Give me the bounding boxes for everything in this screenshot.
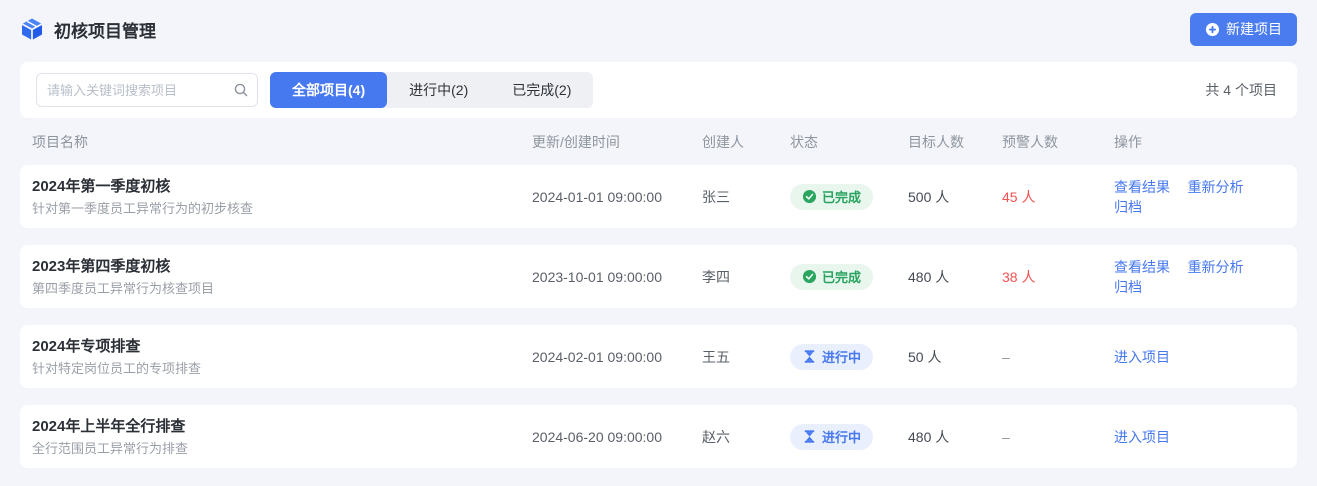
- status-cell: 进行中: [790, 343, 908, 370]
- col-header-creator: 创建人: [702, 133, 744, 150]
- target-count-cell: 480 人: [908, 268, 950, 285]
- status-cell: 已完成: [790, 183, 908, 210]
- tab-all-projects[interactable]: 全部项目(4): [270, 72, 388, 108]
- warning-count-cell: –: [1002, 428, 1010, 445]
- time-cell: 2024-06-20 09:00:00: [532, 428, 662, 445]
- status-badge: 已完成: [790, 263, 874, 290]
- creator-cell: 赵六: [702, 428, 730, 445]
- hourglass-icon: [802, 429, 817, 444]
- project-name-cell: 2024年上半年全行排查 全行范围员工异常行为排查: [32, 419, 532, 455]
- plus-circle-icon: [1205, 22, 1220, 37]
- creator-cell: 张三: [702, 188, 730, 205]
- search-input[interactable]: [36, 73, 258, 107]
- view-results-link[interactable]: 查看结果: [1114, 258, 1170, 275]
- time-cell: 2023-10-01 09:00:00: [532, 268, 662, 285]
- warning-count-cell: 38 人: [1002, 268, 1036, 285]
- total-count: 共 4 个项目: [1205, 82, 1277, 98]
- check-circle-icon: [802, 189, 817, 204]
- creator-cell: 李四: [702, 268, 730, 285]
- target-count-cell: 500 人: [908, 188, 950, 205]
- reanalyze-link[interactable]: 重新分析: [1187, 178, 1244, 195]
- hourglass-icon: [802, 349, 817, 364]
- reanalyze-link[interactable]: 重新分析: [1187, 258, 1244, 275]
- archive-link[interactable]: 归档: [1114, 198, 1142, 215]
- title-wrap: 初核项目管理: [20, 17, 156, 42]
- new-project-button[interactable]: 新建项目: [1190, 12, 1297, 46]
- time-cell: 2024-02-01 09:00:00: [532, 348, 662, 365]
- view-results-link[interactable]: 查看结果: [1114, 178, 1170, 195]
- actions-cell: 查看结果 重新分析 归档: [1114, 257, 1297, 297]
- col-header-time: 更新/创建时间: [532, 133, 620, 150]
- check-circle-icon: [802, 269, 817, 284]
- search-box: [36, 73, 258, 107]
- search-icon[interactable]: [233, 82, 249, 98]
- project-filter-tabs: 全部项目(4) 进行中(2) 已完成(2): [270, 72, 594, 108]
- new-project-button-label: 新建项目: [1226, 21, 1282, 37]
- warning-count-cell: 45 人: [1002, 188, 1036, 205]
- status-label: 已完成: [822, 270, 862, 285]
- warning-count-cell: –: [1002, 348, 1010, 365]
- enter-project-link[interactable]: 进入项目: [1114, 348, 1170, 365]
- status-badge: 进行中: [790, 423, 874, 450]
- table-row: 2024年上半年全行排查 全行范围员工异常行为排查 2024-06-20 09:…: [20, 405, 1297, 468]
- status-label: 已完成: [822, 190, 862, 205]
- project-title: 2023年第四季度初核: [32, 257, 171, 275]
- actions-cell: 查看结果 重新分析 归档: [1114, 177, 1297, 217]
- creator-cell: 王五: [702, 348, 730, 365]
- col-header-status: 状态: [790, 133, 818, 150]
- col-header-warning: 预警人数: [1002, 133, 1058, 150]
- status-badge: 已完成: [790, 183, 874, 210]
- toolbar: 全部项目(4) 进行中(2) 已完成(2) 共 4 个项目: [20, 62, 1297, 118]
- project-description: 针对第一季度员工异常行为的初步核查: [32, 200, 254, 216]
- table-header: 项目名称 更新/创建时间 创建人 状态 目标人数 预警人数 操作: [20, 118, 1297, 165]
- tab-completed[interactable]: 已完成(2): [512, 82, 572, 98]
- actions-cell: 进入项目: [1114, 347, 1297, 367]
- table-row: 2023年第四季度初核 第四季度员工异常行为核查项目 2023-10-01 09…: [20, 245, 1297, 308]
- col-header-actions: 操作: [1114, 133, 1142, 150]
- target-count-cell: 480 人: [908, 428, 950, 445]
- actions-cell: 进入项目: [1114, 427, 1297, 447]
- page-title: 初核项目管理: [54, 21, 156, 41]
- project-description: 全行范围员工异常行为排查: [32, 440, 189, 456]
- status-cell: 进行中: [790, 423, 908, 450]
- target-count-cell: 50 人: [908, 348, 942, 365]
- tab-in-progress[interactable]: 进行中(2): [409, 82, 469, 98]
- col-header-target: 目标人数: [908, 133, 964, 150]
- project-name-cell: 2024年第一季度初核 针对第一季度员工异常行为的初步核查: [32, 179, 532, 215]
- project-description: 针对特定岗位员工的专项排查: [32, 360, 202, 376]
- status-label: 进行中: [822, 430, 862, 445]
- table-row: 2024年专项排查 针对特定岗位员工的专项排查 2024-02-01 09:00…: [20, 325, 1297, 388]
- status-cell: 已完成: [790, 263, 908, 290]
- page-header: 初核项目管理 新建项目: [0, 0, 1317, 58]
- cube-icon: [20, 17, 44, 41]
- project-title: 2024年上半年全行排查: [32, 417, 186, 435]
- project-description: 第四季度员工异常行为核查项目: [32, 280, 215, 296]
- project-title: 2024年专项排查: [32, 337, 141, 355]
- project-name-cell: 2023年第四季度初核 第四季度员工异常行为核查项目: [32, 259, 532, 295]
- status-label: 进行中: [822, 350, 862, 365]
- status-badge: 进行中: [790, 343, 874, 370]
- time-cell: 2024-01-01 09:00:00: [532, 188, 662, 205]
- project-name-cell: 2024年专项排查 针对特定岗位员工的专项排查: [32, 339, 532, 375]
- project-title: 2024年第一季度初核: [32, 177, 171, 195]
- enter-project-link[interactable]: 进入项目: [1114, 428, 1170, 445]
- archive-link[interactable]: 归档: [1114, 278, 1142, 295]
- table-row: 2024年第一季度初核 针对第一季度员工异常行为的初步核查 2024-01-01…: [20, 165, 1297, 228]
- col-header-project-name: 项目名称: [32, 133, 88, 150]
